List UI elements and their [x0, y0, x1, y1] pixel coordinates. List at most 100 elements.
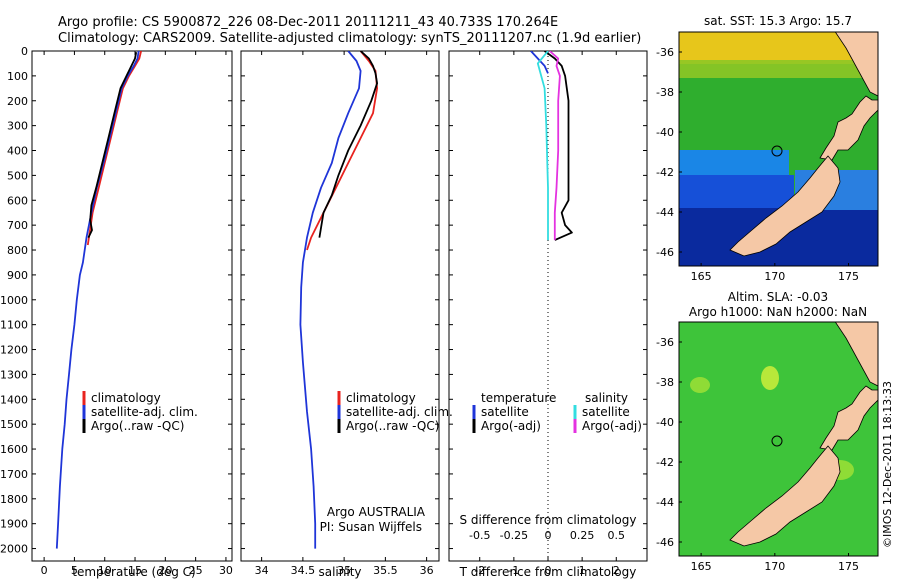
salinity-axes-frame: [240, 50, 440, 562]
sla-map-title-2: Argo h1000: NaN h2000: NaN: [689, 305, 867, 319]
difference-top-axis: -0.5 -0.25 0 0.25 0.5: [469, 529, 625, 542]
sst-map-frame: [678, 31, 879, 267]
x-tick-label: 36: [420, 564, 434, 577]
lat-tick-label: -40: [656, 416, 674, 429]
lon-tick-label: 170: [764, 270, 785, 283]
sla-map: [679, 322, 878, 556]
lat-tick-label: -38: [656, 86, 674, 99]
x-tick-label: 1: [579, 564, 586, 577]
depth-tick-label: 1400: [0, 393, 28, 406]
series-line-temperature-argo-adj: [544, 51, 573, 241]
legend-label-argo: Argo(..raw -QC): [346, 419, 439, 433]
lat-tick-label: -42: [656, 456, 674, 469]
series-line-argo-raw-qc: [318, 51, 379, 238]
series-line-salinity-argo-adj: [549, 51, 561, 241]
depth-tick-label: 2000: [0, 543, 28, 556]
sla-map-title-1: Altim. SLA: -0.03: [728, 290, 828, 304]
series-line-salinity-satellite: [536, 51, 549, 241]
temperature-axes-frame: [31, 50, 233, 562]
series-line-argo-raw-qc: [87, 52, 138, 238]
x-tick-label: 34.5: [291, 564, 316, 577]
lat-tick-label: -40: [656, 126, 674, 139]
depth-tick-label: 300: [7, 120, 28, 133]
legend-label-temp-satellite: satellite: [481, 405, 529, 419]
top-tick-label: 0.25: [570, 529, 595, 542]
depth-tick-label: 1500: [0, 418, 28, 431]
x-tick-label: 30: [219, 564, 233, 577]
depth-tick-label: 800: [7, 244, 28, 257]
series-line-satellite-adj-clim: [55, 51, 140, 549]
lat-tick-label: -44: [656, 206, 674, 219]
x-tick-label: 15: [128, 564, 142, 577]
top-tick-label: 0: [545, 529, 552, 542]
x-tick-label: 20: [158, 564, 172, 577]
south-island: [729, 155, 841, 257]
depth-tick-label: 1900: [0, 518, 28, 531]
lat-tick-label: -36: [656, 46, 674, 59]
depth-tick-label: 900: [7, 269, 28, 282]
x-tick-label: 35: [337, 564, 351, 577]
salinity-series: [299, 51, 379, 549]
depth-tick-label: 1000: [0, 294, 28, 307]
depth-tick-label: 700: [7, 219, 28, 232]
series-line-satellite-adj-clim: [299, 51, 362, 549]
series-line-climatology: [306, 51, 379, 251]
legend-label-temp-argo: Argo(-adj): [481, 419, 541, 433]
sla-anomaly-high-2: [690, 377, 710, 393]
series-line-climatology: [86, 51, 142, 246]
salinity-legend: climatology satellite-adj. clim. Argo(..…: [337, 391, 453, 433]
lon-tick-label: 175: [838, 560, 859, 573]
lon-tick-label: 165: [691, 270, 712, 283]
sst-map: [679, 32, 878, 266]
salinity-x-axis: 34 34.5 35 35.5 36: [255, 51, 434, 577]
north-island-northland: [834, 32, 878, 97]
legend-label-climatology: climatology: [346, 391, 416, 405]
sla-map-frame: [678, 321, 879, 557]
depth-tick-label: 1700: [0, 468, 28, 481]
top-tick-label: -0.25: [500, 529, 528, 542]
x-tick-label: 0: [545, 564, 552, 577]
lon-tick-label: 170: [764, 560, 785, 573]
x-tick-label: 25: [189, 564, 203, 577]
series-line-temperature-satellite: [530, 51, 549, 74]
legend-label-satellite: satellite-adj. clim.: [91, 405, 198, 419]
imos-timestamp: ©IMOS 12-Dec-2011 18:13:33: [881, 381, 894, 548]
legend-title-temperature: temperature: [481, 391, 556, 405]
lat-tick-label: -38: [656, 376, 674, 389]
legend-label-sal-argo: Argo(-adj): [582, 419, 642, 433]
difference-series: [530, 51, 573, 241]
legend-title-salinity: salinity: [585, 391, 628, 405]
lon-tick-label: 165: [691, 560, 712, 573]
depth-tick-label: 1800: [0, 493, 28, 506]
lat-tick-label: -44: [656, 496, 674, 509]
depth-tick-label: 1300: [0, 368, 28, 381]
lat-tick-label: -46: [656, 246, 674, 259]
argo-float-marker: [771, 145, 783, 157]
lat-tick-label: -42: [656, 166, 674, 179]
legend-label-climatology: climatology: [91, 391, 161, 405]
depth-axis: 0 100 200 300 400 500 600 700 800 900 1000 1100 1200…: [0, 45, 647, 556]
sla-map-axes: -36 -38 -40 -42 -44 -46 165 170 175: [656, 336, 859, 573]
legend-label-sal-satellite: satellite: [582, 405, 630, 419]
depth-tick-label: 600: [7, 194, 28, 207]
lat-tick-label: -46: [656, 536, 674, 549]
depth-tick-label: 400: [7, 145, 28, 158]
depth-tick-label: 200: [7, 95, 28, 108]
header-line-2: Climatology: CARS2009. Satellite-adjuste…: [58, 31, 641, 46]
x-tick-label: 5: [71, 564, 78, 577]
depth-tick-label: 1600: [0, 443, 28, 456]
x-tick-label: 10: [98, 564, 112, 577]
difference-top-label: S difference from climatology: [460, 513, 637, 527]
pi-note: PI: Susan Wijffels: [320, 520, 422, 534]
argo-program-note: Argo AUSTRALIA: [327, 505, 426, 519]
sst-warm-transition: [679, 60, 878, 78]
x-tick-label: -1: [508, 564, 519, 577]
x-tick-label: 35.5: [373, 564, 398, 577]
legend-label-satellite: satellite-adj. clim.: [346, 405, 453, 419]
top-tick-label: 0.5: [608, 529, 626, 542]
x-tick-label: 2: [613, 564, 620, 577]
argo-float-marker: [771, 435, 783, 447]
depth-tick-label: 1200: [0, 344, 28, 357]
south-island: [729, 445, 841, 547]
x-tick-label: 34: [255, 564, 269, 577]
